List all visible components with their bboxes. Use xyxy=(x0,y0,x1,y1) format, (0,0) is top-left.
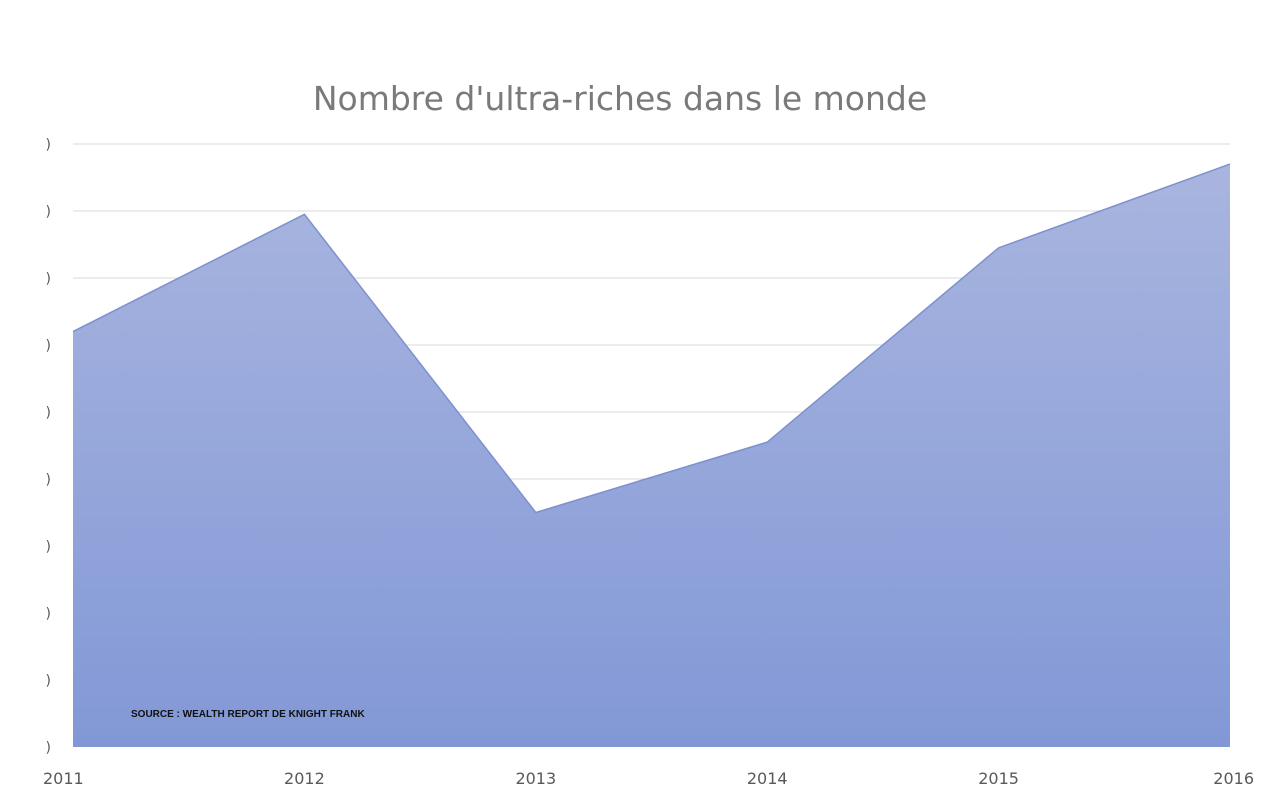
source-annotation: SOURCE : WEALTH REPORT DE KNIGHT FRANK xyxy=(131,709,365,720)
y-tick-label: ) xyxy=(46,271,51,287)
y-tick-label: ) xyxy=(46,405,51,421)
y-axis-ticks: )))))))))) xyxy=(46,137,51,756)
y-tick-label: ) xyxy=(46,740,51,756)
y-tick-label: ) xyxy=(46,673,51,689)
y-tick-label: ) xyxy=(46,472,51,488)
y-tick-label: ) xyxy=(46,137,51,153)
area-fill-0 xyxy=(73,164,1230,748)
series-area xyxy=(72,163,1231,748)
chart-title: Nombre d'ultra-riches dans le monde xyxy=(313,79,927,118)
x-tick-label-2011: 2011 xyxy=(43,769,84,788)
x-tick-label-2012: 2012 xyxy=(284,769,325,788)
x-tick-label-2014: 2014 xyxy=(747,769,788,788)
y-tick-label: ) xyxy=(46,204,51,220)
x-tick-label-2013: 2013 xyxy=(515,769,556,788)
area-line-0 xyxy=(72,163,1231,514)
y-tick-label: ) xyxy=(46,539,51,555)
x-axis-ticks: 2011 2012 2013 2014 2015 2016 xyxy=(43,769,1254,788)
x-tick-label-2016: 2016 xyxy=(1213,769,1254,788)
x-tick-label-2015: 2015 xyxy=(978,769,1019,788)
y-tick-label: ) xyxy=(46,338,51,354)
y-tick-label: ) xyxy=(46,606,51,622)
